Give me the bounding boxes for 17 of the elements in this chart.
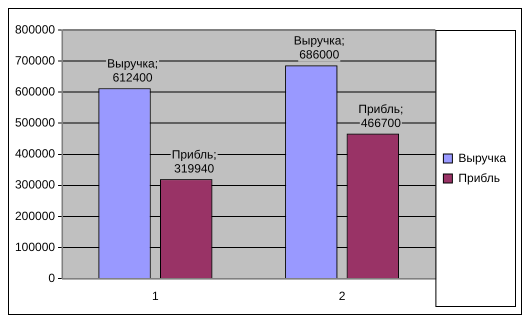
y-tick-label: 100000 [14, 240, 56, 254]
y-tick-label: 0 [48, 270, 56, 285]
x-tick-label: 2 [338, 289, 346, 304]
data-label: Выручка; 612400 [107, 56, 158, 85]
y-tick-label: 400000 [14, 146, 56, 161]
data-label: Прибль; 319940 [172, 147, 217, 176]
y-tick-label: 600000 [14, 84, 56, 98]
y-tick-label: 500000 [14, 116, 56, 130]
y-tick-label: 800000 [14, 22, 56, 36]
x-tick-label: 1 [152, 289, 160, 304]
y-tick-label: 200000 [14, 208, 56, 223]
legend-label: Выручка [458, 150, 506, 165]
data-label: Прибль; 466700 [358, 102, 404, 130]
y-tick-label: 700000 [14, 53, 56, 68]
data-label: Выручка; 686000 [294, 34, 345, 62]
y-tick-label: 300000 [14, 178, 56, 192]
legend-label: Прибль [458, 170, 500, 185]
